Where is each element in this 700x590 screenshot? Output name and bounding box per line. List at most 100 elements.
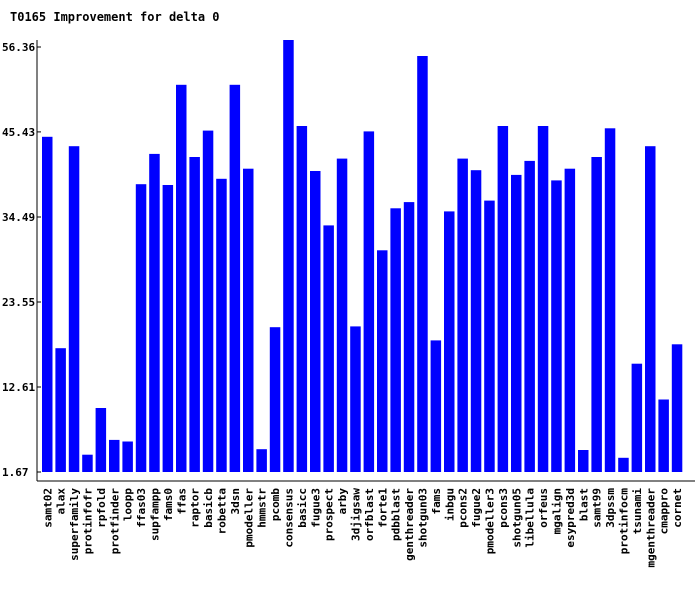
bar-genthreader [403,202,415,472]
x-tick-label-pcons2: pcons2 [457,488,470,528]
x-tick-label-blast: blast [577,488,590,521]
bar-3dsn [229,84,241,473]
x-tick-label-libellula: libellula [524,488,537,548]
x-tick-label-ffas03: ffas03 [135,488,148,528]
x-tick-label-prospect: prospect [323,488,336,541]
bar-libellula [524,160,535,472]
x-tick-label-arby: arby [336,488,349,515]
x-tick-label-protinfofr: protinfofr [82,488,95,555]
bar-fugue2 [470,170,482,472]
x-tick-label-fams0: fams0 [162,488,175,521]
bar-rpfold [95,408,107,472]
x-tick-label-3dsn: 3dsn [229,488,242,515]
bar-fugue3 [310,171,321,472]
x-tick-label-pcons3: pcons3 [497,488,510,528]
bar-esypred3d [564,168,576,472]
x-tick-label-supfampp: supfampp [148,488,161,541]
x-tick-label-protfinder: protfinder [108,488,121,555]
x-tick-label-forte1: forte1 [376,488,389,528]
bar-pcons2 [457,158,468,472]
x-tick-label-shotgun03: shotgun03 [416,488,429,548]
bar-alax [55,348,66,472]
x-tick-label-pcomb: pcomb [269,488,282,521]
y-tick-label: 12.61 [2,381,35,394]
x-tick-label-3djigsaw: 3djigsaw [349,488,362,541]
x-tick-label-protinfocm: protinfocm [618,488,631,555]
bar-cornet [671,344,683,472]
bar-superfamily [68,146,80,472]
bar-mgenthreader [645,146,656,472]
bar-pmodeller [243,168,254,472]
bar-basicb [202,130,214,472]
bar-ffas03 [135,184,147,472]
x-tick-label-orfblast: orfblast [363,488,376,541]
x-tick-label-basicc: basicc [296,488,309,528]
y-tick-label: 56.36 [2,41,35,54]
bar-fams [430,340,442,472]
x-tick-label-basicb: basicb [202,488,215,528]
x-axis-labels: samt02 alax superfamily protinfofr rpfold pro… [41,488,684,568]
bar-fams0 [162,185,174,472]
bar-tsunami [631,363,643,472]
x-tick-label-mgenthreader: mgenthreader [644,488,657,568]
x-tick-label-mgalign: mgalign [551,488,564,534]
x-tick-label-consensus: consensus [283,488,296,548]
x-tick-label-fams: fams [430,488,443,515]
x-tick-label-rpfold: rpfold [95,488,108,528]
bar-supfampp [149,153,160,472]
x-tick-label-pmodeller3: pmodeller3 [483,488,496,554]
bar-samt99 [591,157,602,472]
bar-robetta [216,178,227,473]
bar-orfblast [363,131,375,472]
bar-prospect [323,225,334,472]
y-tick-label: 45.43 [2,126,35,139]
x-tick-label-tsunami: tsunami [631,488,644,535]
x-tick-label-shotgun05: shotgun05 [510,488,523,548]
bar-protfinder [109,439,120,472]
bar-ffas [176,84,187,473]
x-tick-label-raptor: raptor [189,488,202,528]
bar-cmappro [658,399,669,472]
bar-hmmstr [256,449,267,472]
chart-title: T0165 Improvement for delta 0 [10,10,220,24]
x-tick-label-fugue2: fugue2 [470,488,483,528]
x-tick-label-orfeus: orfeus [537,488,550,528]
bar-inbgu [444,211,455,472]
x-tick-label-hmmstr: hmmstr [256,488,269,528]
bar-pdbblast [390,208,401,473]
bar-pmodeller3 [484,200,495,472]
bar-3dpssm [604,128,616,473]
y-axis-ticks: 56.36 45.43 34.49 23.55 12.61 1.67 [2,41,41,479]
bar-protinfocm [618,457,629,472]
y-tick-label: 34.49 [2,211,35,224]
x-tick-label-pmodeller: pmodeller [242,488,255,548]
bar-shotgun03 [417,56,428,472]
y-tick-label: 23.55 [2,296,35,309]
bar-pcons3 [497,126,509,472]
bar-mgalign [551,180,562,472]
bar-shotgun05 [511,174,522,472]
x-tick-label-robetta: robetta [216,488,229,534]
x-tick-label-inbgu: inbgu [443,488,456,521]
bar-loopp [122,441,133,472]
y-tick-label: 1.67 [2,466,29,479]
bar-arby [336,158,348,472]
x-tick-label-cmappro: cmappro [658,488,671,535]
x-tick-label-samt02: samt02 [41,488,54,528]
x-tick-label-3dpssm: 3dpssm [604,488,617,528]
bar-raptor [189,157,200,472]
bar-orfeus [537,126,549,472]
bar-forte1 [377,250,388,472]
x-tick-label-esypred3d: esypred3d [564,488,577,548]
x-tick-label-alax: alax [55,488,68,515]
bar-consensus [283,40,294,472]
bar-protinfofr [82,454,93,472]
x-tick-label-loopp: loopp [122,488,135,521]
x-tick-label-superfamily: superfamily [68,488,81,561]
x-tick-label-pdbblast: pdbblast [390,488,403,541]
bar-basicc [296,126,308,472]
bars-group [42,40,683,473]
x-tick-label-samt99: samt99 [591,488,604,528]
x-tick-label-ffas: ffas [175,488,188,515]
